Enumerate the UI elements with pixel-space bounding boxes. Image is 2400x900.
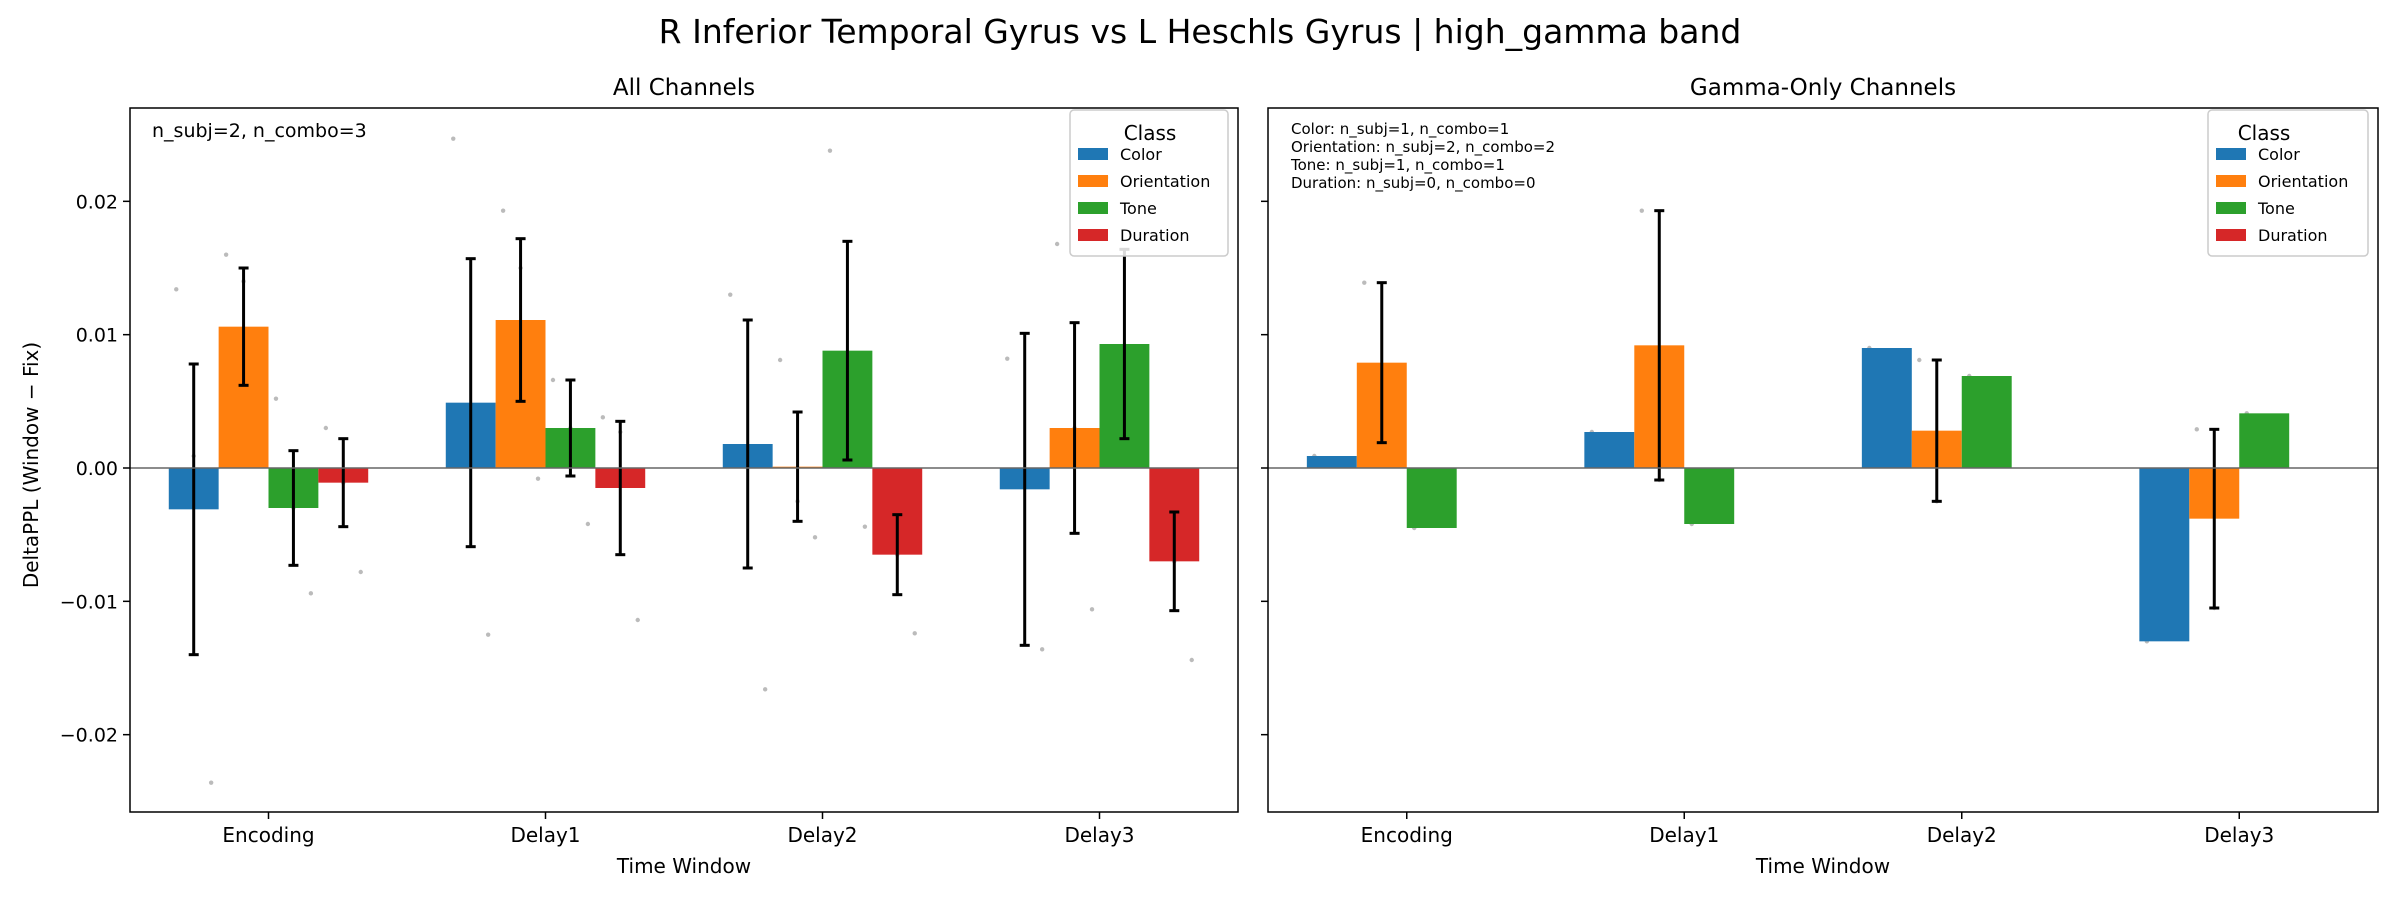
data-point <box>2194 427 2199 432</box>
bar <box>1406 468 1457 528</box>
x-tick-label: Delay1 <box>1649 823 1719 847</box>
panel-title-gamma-only-channels: Gamma-Only Channels <box>1690 75 1956 101</box>
data-point <box>308 591 314 596</box>
data-point <box>358 569 363 575</box>
annotation-line: Orientation: n_subj=2, n_combo=2 <box>1291 138 1555 157</box>
data-point <box>1189 657 1194 663</box>
data-point <box>485 632 491 637</box>
legend-entry: Duration <box>1120 226 1190 245</box>
y-tick-label: −0.02 <box>60 725 118 747</box>
y-axis-label: DeltaPPL (Window − Fix) <box>19 342 43 588</box>
data-point <box>451 136 456 141</box>
data-point <box>550 377 556 383</box>
annotation-line: Color: n_subj=1, n_combo=1 <box>1291 120 1509 139</box>
data-point <box>500 208 506 213</box>
x-tick-label: Encoding <box>1361 823 1453 847</box>
annotation-line: Duration: n_subj=0, n_combo=0 <box>1291 174 1536 193</box>
y-tick-label: 0.00 <box>76 458 118 480</box>
data-point <box>535 476 541 481</box>
data-point <box>762 687 768 692</box>
legend-swatch <box>2216 148 2246 160</box>
panel-gamma-only-channels: Gamma-Only Channels Time Window Color: n… <box>1261 75 2379 878</box>
y-tick-label: −0.01 <box>60 591 118 613</box>
bar <box>2239 413 2290 468</box>
bar <box>2139 468 2190 642</box>
data-point <box>585 521 591 527</box>
data-point <box>208 780 214 785</box>
data-point <box>912 631 917 636</box>
plot-area-gamma-only-channels: Encoding Delay1 Delay2 Delay3 <box>1261 107 2379 847</box>
data-point <box>273 396 279 401</box>
data-point <box>777 357 783 363</box>
x-tick-label: Delay2 <box>787 823 857 847</box>
legend-swatch <box>2216 229 2246 241</box>
annotation-gamma-only-channels: Color: n_subj=1, n_combo=1 Orientation: … <box>1290 120 1555 193</box>
bar <box>1961 376 2012 468</box>
legend-swatch <box>2216 202 2246 214</box>
panel-title-all-channels: All Channels <box>613 75 755 101</box>
data-point <box>1089 607 1095 612</box>
data-point <box>728 292 733 297</box>
data-point <box>1039 647 1045 652</box>
data-point <box>862 524 868 529</box>
legend-entry: Tone <box>1119 199 1157 218</box>
legend-swatch <box>1078 229 1108 241</box>
legend-box <box>2207 109 2369 257</box>
data-point <box>600 415 606 420</box>
data-point <box>1639 208 1644 213</box>
bar <box>1684 468 1735 524</box>
legend-title: Class <box>2238 121 2291 145</box>
data-point <box>1917 357 1922 363</box>
figure-suptitle: R Inferior Temporal Gyrus vs L Heschls G… <box>659 12 1742 51</box>
legend-entry: Duration <box>2258 226 2328 245</box>
legend-swatch <box>1078 202 1108 214</box>
legend-entry: Color <box>2258 145 2300 164</box>
x-tick-label: Delay3 <box>2204 823 2274 847</box>
panel-all-channels: All Channels Time Window n_subj=2, n_com… <box>60 75 1239 878</box>
plot-area-all-channels: −0.02 −0.01 0.00 0.01 0.02 Encoding Delay1 Dela… <box>60 107 1239 847</box>
legend-gamma-only-channels: Class Color Orientation Tone Duration <box>2207 109 2369 257</box>
data-point <box>827 148 833 153</box>
legend-title: Class <box>1124 121 1177 145</box>
x-axis-label-all-channels: Time Window <box>616 854 751 878</box>
data-point <box>323 425 329 431</box>
bar <box>1861 348 1912 468</box>
legend-entry: Orientation <box>1120 172 1210 191</box>
annotation-line: Tone: n_subj=1, n_combo=1 <box>1290 156 1505 175</box>
x-tick-label: Encoding <box>222 823 314 847</box>
legend-entry: Color <box>1120 145 1162 164</box>
legend-box <box>1069 109 1229 257</box>
x-axis-label-gamma-only-channels: Time Window <box>1755 854 1890 878</box>
axes-frame <box>1267 107 2379 813</box>
data-point <box>174 287 179 292</box>
y-tick-label: 0.02 <box>76 191 118 213</box>
legend-swatch <box>1078 175 1108 187</box>
x-tick-label: Delay3 <box>1064 823 1134 847</box>
y-tick-label: 0.01 <box>76 325 118 347</box>
data-point <box>1054 241 1060 247</box>
legend-swatch <box>1078 148 1108 160</box>
x-tick-label: Delay1 <box>510 823 580 847</box>
bar <box>1306 456 1357 468</box>
legend-entry: Orientation <box>2258 172 2348 191</box>
data-point <box>635 617 640 623</box>
legend-swatch <box>2216 175 2246 187</box>
data-point <box>1005 356 1010 361</box>
legend-all-channels: Class Color Orientation Tone Duration <box>1069 109 1229 257</box>
legend-entry: Tone <box>2257 199 2295 218</box>
data-point <box>1362 280 1367 285</box>
axes-frame <box>129 107 1239 813</box>
data-point <box>223 252 229 257</box>
bar <box>1584 432 1635 468</box>
annotation-all-channels: n_subj=2, n_combo=3 <box>152 120 367 142</box>
data-point <box>812 535 818 540</box>
x-tick-label: Delay2 <box>1927 823 1997 847</box>
